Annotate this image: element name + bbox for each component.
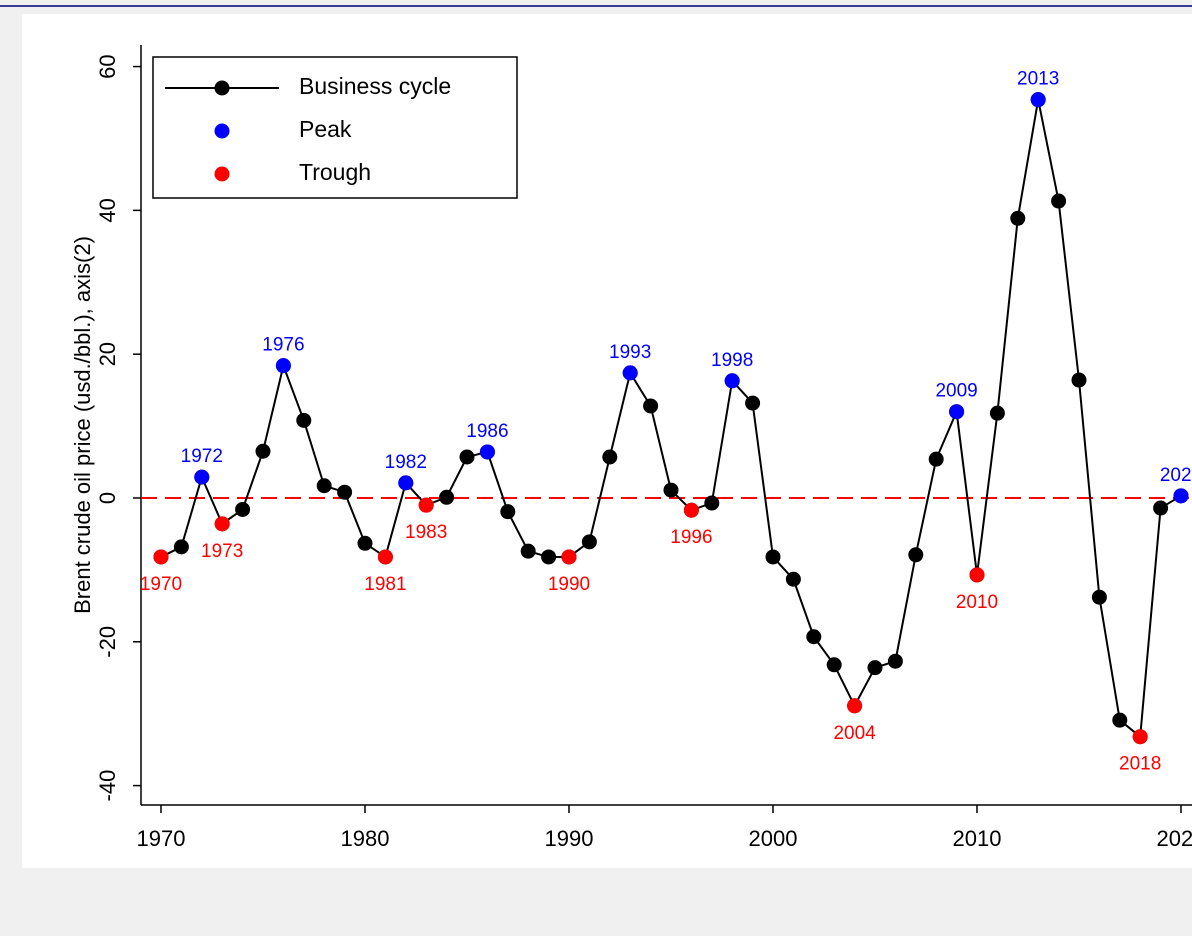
data-point (337, 484, 353, 500)
data-point (908, 547, 924, 563)
data-point (745, 395, 761, 411)
data-point (785, 571, 801, 587)
point-label: 1970 (140, 574, 182, 595)
point-label: 2010 (956, 592, 998, 613)
data-point (1091, 589, 1107, 605)
data-point (235, 501, 251, 517)
data-point (1112, 712, 1128, 728)
legend-marker (214, 80, 230, 96)
data-point (214, 516, 230, 532)
point-label: 2020 (1160, 465, 1192, 486)
legend-label: Peak (299, 116, 352, 142)
data-point (316, 478, 332, 494)
point-label: 1993 (609, 342, 651, 363)
data-point (357, 535, 373, 551)
data-point (296, 412, 312, 428)
data-point (663, 482, 679, 498)
x-tick-label: 1980 (341, 826, 390, 851)
data-point (765, 549, 781, 565)
data-point (398, 475, 414, 491)
data-point (173, 539, 189, 555)
point-label: 1981 (364, 574, 406, 595)
point-label: 1998 (711, 350, 753, 371)
data-point (520, 543, 536, 559)
point-label: 1973 (201, 541, 243, 562)
legend-label: Trough (299, 159, 371, 185)
point-label: 1986 (466, 421, 508, 442)
x-tick-label: 2000 (749, 826, 798, 851)
point-label: 2018 (1119, 754, 1161, 775)
data-point (622, 365, 638, 381)
y-tick-label: 60 (95, 54, 120, 78)
data-point (806, 629, 822, 645)
data-point (826, 657, 842, 673)
data-point (581, 534, 597, 550)
data-point (541, 549, 557, 565)
legend-marker (214, 166, 230, 182)
y-tick-label: 20 (95, 342, 120, 366)
point-label: 1976 (262, 335, 304, 356)
y-tick-label: -40 (95, 770, 120, 802)
data-point (275, 358, 291, 374)
legend-marker (214, 123, 230, 139)
legend-item: Business cycle (165, 73, 451, 99)
point-label: 2004 (833, 723, 876, 744)
data-point (255, 443, 271, 459)
data-point (479, 444, 495, 460)
point-label: 1990 (548, 574, 590, 595)
x-tick-label: 2010 (953, 826, 1002, 851)
data-point (1051, 193, 1067, 209)
y-tick-label: -20 (95, 626, 120, 658)
data-point (459, 449, 475, 465)
data-point (1010, 210, 1026, 226)
legend-item: Peak (214, 116, 352, 142)
point-label: 1982 (385, 452, 427, 473)
data-point (602, 449, 618, 465)
data-point (989, 405, 1005, 421)
data-point (887, 653, 903, 669)
point-label: 1996 (670, 527, 712, 548)
data-point (643, 398, 659, 414)
x-tick-label: 2020 (1157, 826, 1192, 851)
data-point (1030, 92, 1046, 108)
point-label: 2009 (935, 381, 977, 402)
top-border (0, 5, 1192, 7)
point-label: 1983 (405, 522, 447, 543)
data-point (1173, 488, 1189, 504)
data-point (704, 495, 720, 511)
data-point (194, 469, 210, 485)
legend-item: Trough (214, 159, 371, 185)
legend-label: Business cycle (299, 73, 451, 99)
data-point (847, 698, 863, 714)
point-label: 1972 (181, 446, 223, 467)
data-point (1153, 500, 1169, 516)
data-point (439, 489, 455, 505)
data-point (1071, 372, 1087, 388)
y-axis-label: Brent crude oil price (usd./bbl.), axis(… (70, 236, 95, 614)
data-point (724, 373, 740, 389)
point-label: 2013 (1017, 69, 1059, 90)
x-tick-label: 1990 (545, 826, 594, 851)
data-point (500, 504, 516, 520)
data-point (153, 549, 169, 565)
data-point (949, 404, 965, 420)
x-tick-label: 1970 (137, 826, 186, 851)
data-point (561, 549, 577, 565)
data-point (1132, 729, 1148, 745)
data-point (867, 660, 883, 676)
data-point (969, 567, 985, 583)
data-point (418, 497, 434, 513)
data-point (683, 502, 699, 518)
data-point (928, 451, 944, 467)
y-tick-label: 0 (95, 492, 120, 504)
data-point (377, 549, 393, 565)
legend-box (152, 56, 518, 199)
y-tick-label: 40 (95, 198, 120, 222)
